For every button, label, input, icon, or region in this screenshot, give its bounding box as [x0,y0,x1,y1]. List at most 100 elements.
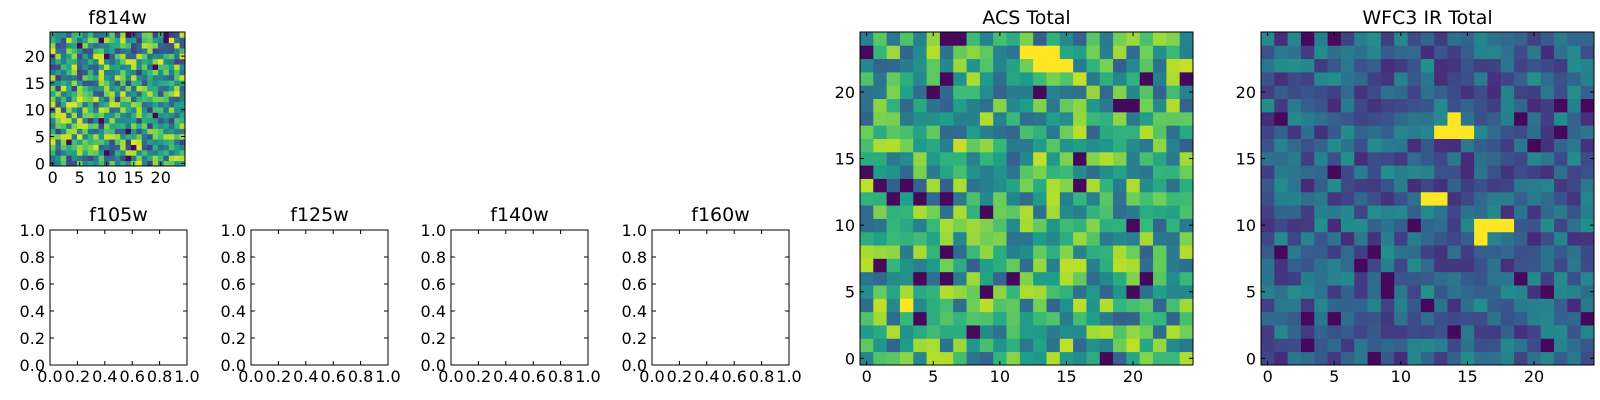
heatmap-cell [939,271,954,286]
heatmap-cell [1113,245,1127,259]
heatmap-cell [1514,58,1528,73]
heatmap-cell [168,160,175,167]
heatmap-cell [1567,98,1582,113]
heatmap-cell [1540,271,1555,286]
heatmap-cell [926,165,941,179]
heatmap-cell [1139,351,1154,366]
heatmap-cell [953,231,967,246]
heatmap-cell [1274,71,1289,86]
heatmap-cell [1300,338,1315,353]
heatmap-cell [1514,298,1528,313]
heatmap-cell [1567,45,1582,60]
heatmap-cell [1314,125,1328,139]
heatmap-cell [109,96,116,103]
heatmap-cell [1287,165,1302,179]
heatmap-cell [953,285,967,299]
x-tick-label: 0.0 [438,367,463,386]
heatmap-cell [953,71,967,86]
heatmap-cell [939,351,954,366]
heatmap-cell [1567,298,1582,313]
heatmap-cell [131,133,137,140]
heatmap-cell [168,112,175,119]
heatmap-cell [163,90,170,97]
axes-frame [49,31,186,167]
heatmap-cell [1567,85,1582,99]
heatmap-cell [1113,218,1127,233]
heatmap-cell [98,117,105,124]
heatmap-cell [136,80,143,86]
heatmap-cell [1407,311,1422,326]
heatmap-cell [93,96,99,103]
heatmap-cell [131,112,137,119]
heatmap-cell [77,144,83,151]
heatmap-cell [179,96,186,103]
heatmap-cell [1447,205,1462,219]
heatmap-cell [1126,351,1141,366]
heatmap-cell [1314,258,1328,273]
heatmap-cell [1340,125,1355,139]
heatmap-cell [953,165,967,179]
heatmap-cell [1420,165,1435,179]
heatmap-cell [1006,125,1021,139]
heatmap-cell [1274,138,1289,153]
y-tick-label: 0.4 [622,302,647,321]
heatmap-cell [60,139,67,145]
x-tick-label: 0.2 [667,367,692,386]
heatmap-cell [1139,45,1154,60]
heatmap-cell [1261,58,1275,73]
heatmap-cell [1447,298,1462,313]
heatmap-cell [168,48,175,54]
heatmap-cell [1261,298,1275,313]
heatmap-cell [163,85,170,92]
heatmap-cell [979,71,994,86]
heatmap-cell [1434,205,1448,219]
heatmap-cell [953,32,967,46]
heatmap-cell [50,74,56,81]
heatmap-cell [174,74,180,81]
heatmap-cell [1153,45,1167,60]
heatmap-cell [1126,311,1141,326]
heatmap-cell [1447,351,1462,366]
heatmap-cell [1460,32,1475,46]
heatmap-cell [939,245,954,259]
heatmap-cell [1434,138,1448,153]
heatmap-cell [60,133,67,140]
heatmap-cell [55,149,62,156]
heatmap-cell [899,351,914,366]
heatmap-cell [1407,58,1422,73]
heatmap-cell [114,149,121,156]
heatmap-cell [1113,98,1127,113]
heatmap-cell [1407,191,1422,206]
heatmap-cell [1340,85,1355,99]
heatmap-cell [1460,71,1475,86]
heatmap-cell [136,48,143,54]
heatmap-cell [1420,205,1435,219]
x-tick-label: 10 [1391,367,1411,386]
heatmap-cell [1179,271,1194,286]
heatmap-cell [147,37,153,44]
heatmap-cell [60,117,67,124]
heatmap-cell [1166,231,1181,246]
heatmap-cell [82,149,89,156]
heatmap-cell [953,85,967,99]
heatmap-cell [158,117,164,124]
heatmap-cell [93,74,99,81]
heatmap-cell [873,311,888,326]
heatmap-cell [1073,351,1087,366]
heatmap-cell [1046,271,1061,286]
heatmap-cell [1407,258,1422,273]
heatmap-cell [66,96,72,103]
heatmap-cell [114,101,121,108]
heatmap-cell [1407,205,1422,219]
heatmap-cell [1139,325,1154,339]
heatmap-cell [1086,98,1101,113]
heatmap-cell [899,205,914,219]
heatmap-cell [1340,298,1355,313]
heatmap-cell [1086,311,1101,326]
heatmap-cell [1287,258,1302,273]
heatmap-cell [1261,125,1275,139]
heatmap-cell [1059,45,1074,60]
heatmap-cell [1073,32,1087,46]
heatmap-cell [109,37,116,44]
heatmap-cell [1139,58,1154,73]
